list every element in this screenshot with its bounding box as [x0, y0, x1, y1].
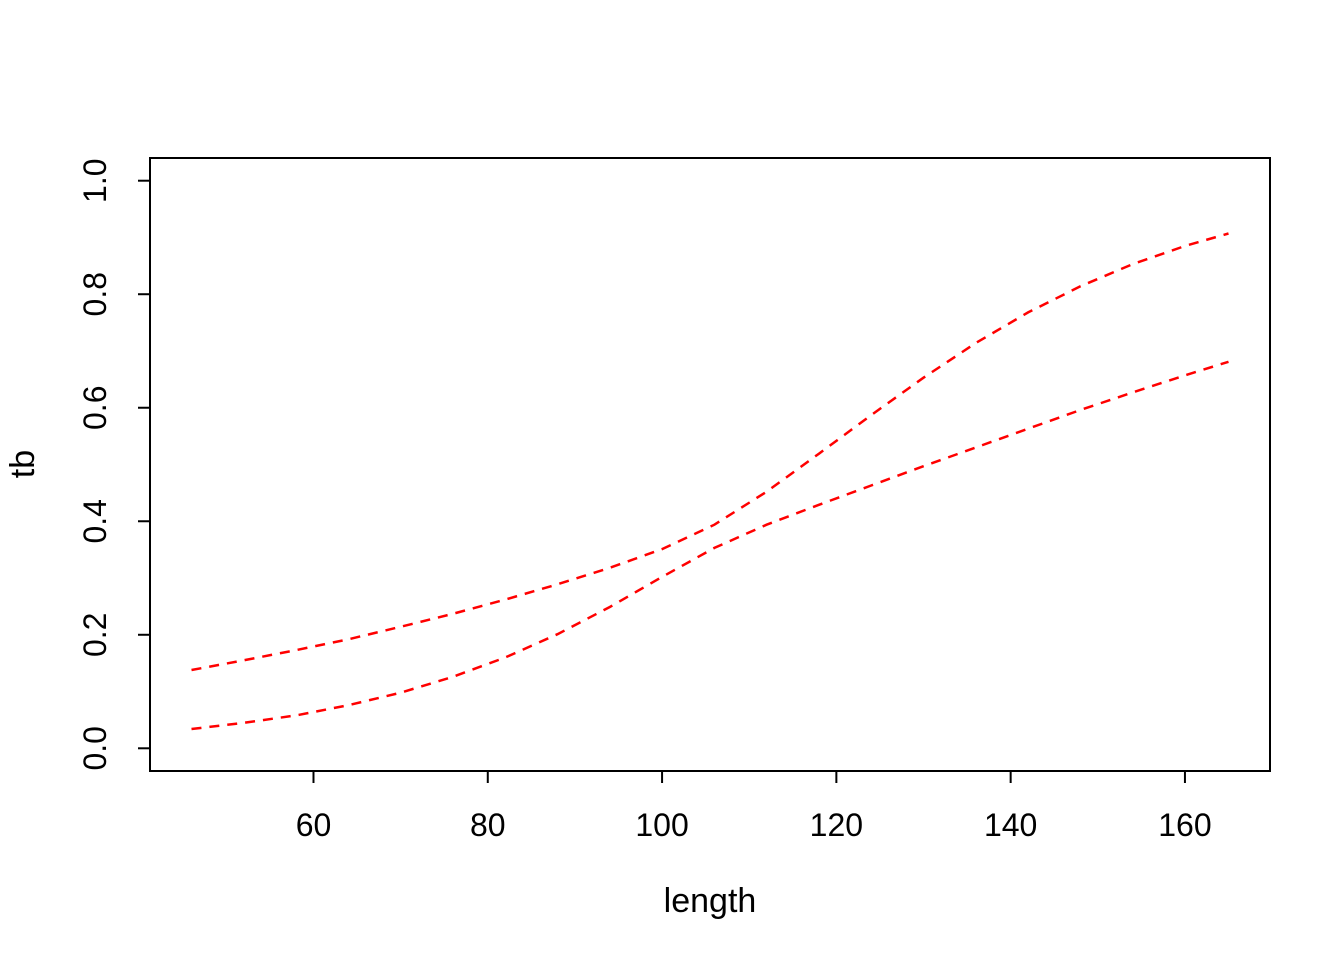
lower-ci-line	[191, 360, 1229, 731]
x-tick-label: 120	[810, 807, 863, 843]
upper-ci-line	[191, 232, 1229, 672]
x-axis-label: length	[664, 882, 757, 920]
y-tick-label: 1.0	[77, 158, 113, 202]
y-tick-label: 0.8	[77, 272, 113, 316]
x-tick-label: 60	[296, 807, 332, 843]
x-tick-label: 160	[1158, 807, 1211, 843]
plot-box	[149, 157, 1271, 772]
x-tick-label: 140	[984, 807, 1037, 843]
confidence-band-lines	[191, 232, 1229, 731]
x-tick-label: 80	[470, 807, 506, 843]
y-tick-label: 0.0	[77, 726, 113, 770]
y-axis-label: tb	[4, 450, 42, 478]
y-axis: 0.0 0.2 0.4 0.6 0.8 1.0	[77, 158, 150, 771]
x-axis: 60 80 100 120 140 160	[296, 771, 1212, 843]
plot-box-border	[149, 157, 1271, 772]
y-tick-label: 0.2	[77, 613, 113, 657]
y-tick-label: 0.4	[77, 499, 113, 543]
y-tick-label: 0.6	[77, 385, 113, 429]
x-tick-label: 100	[635, 807, 688, 843]
